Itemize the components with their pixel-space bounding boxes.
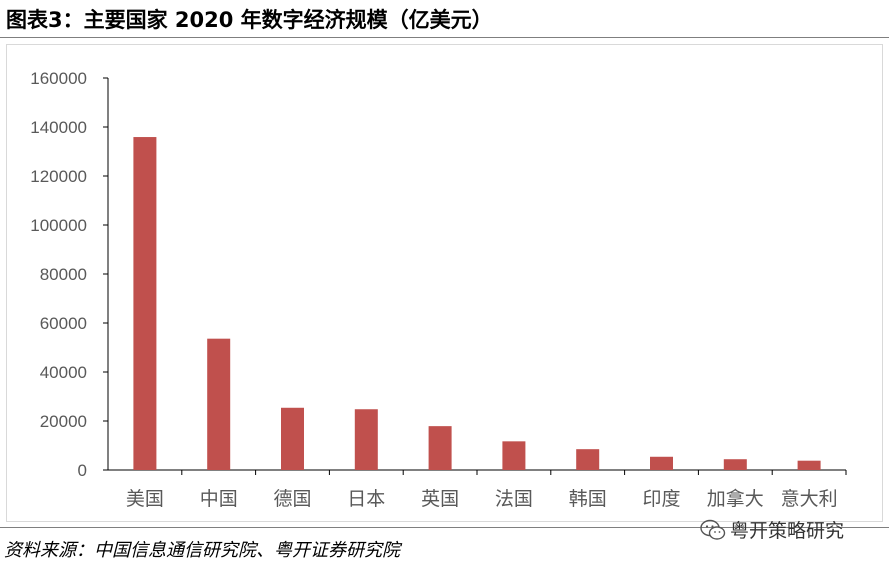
bar (207, 338, 231, 470)
bar (502, 441, 526, 470)
bar (428, 426, 452, 470)
chart-title: 图表3：主要国家 2020 年数字经济规模（亿美元） (6, 8, 493, 32)
y-tick-label: 40000 (40, 363, 87, 382)
x-tick-label: 加拿大 (707, 487, 764, 510)
bar (133, 137, 157, 471)
y-tick-label: 0 (78, 461, 87, 480)
x-tick-label: 中国 (200, 488, 238, 510)
watermark: 粤开策略研究 (700, 516, 844, 543)
x-tick-label: 韩国 (569, 488, 607, 510)
x-tick-label: 印度 (642, 488, 680, 510)
y-tick-label: 120000 (30, 167, 87, 186)
bar (723, 459, 747, 470)
y-tick-label: 160000 (30, 69, 87, 88)
footer-rule (0, 527, 889, 528)
title-rule (0, 37, 889, 38)
x-tick-label: 美国 (126, 488, 164, 510)
x-tick-label: 法国 (495, 488, 533, 510)
x-tick-label: 日本 (347, 488, 385, 510)
y-tick-label: 20000 (40, 412, 87, 431)
x-tick-label: 德国 (273, 488, 311, 510)
y-tick-label: 100000 (30, 216, 87, 235)
y-tick-label: 80000 (40, 265, 87, 284)
bar (576, 449, 600, 470)
chart-frame (6, 44, 883, 522)
x-tick-label: 英国 (421, 488, 459, 510)
y-tick-label: 140000 (30, 118, 87, 137)
bar (354, 409, 378, 470)
bar (797, 460, 821, 470)
bar (650, 456, 673, 470)
bar (281, 407, 304, 470)
wechat-icon (700, 519, 726, 540)
source-note: 资料来源：中国信息通信研究院、粤开证券研究院 (4, 540, 400, 561)
x-tick-label: 意大利 (781, 488, 838, 510)
y-tick-label: 60000 (40, 314, 87, 333)
watermark-text: 粤开策略研究 (730, 520, 845, 542)
